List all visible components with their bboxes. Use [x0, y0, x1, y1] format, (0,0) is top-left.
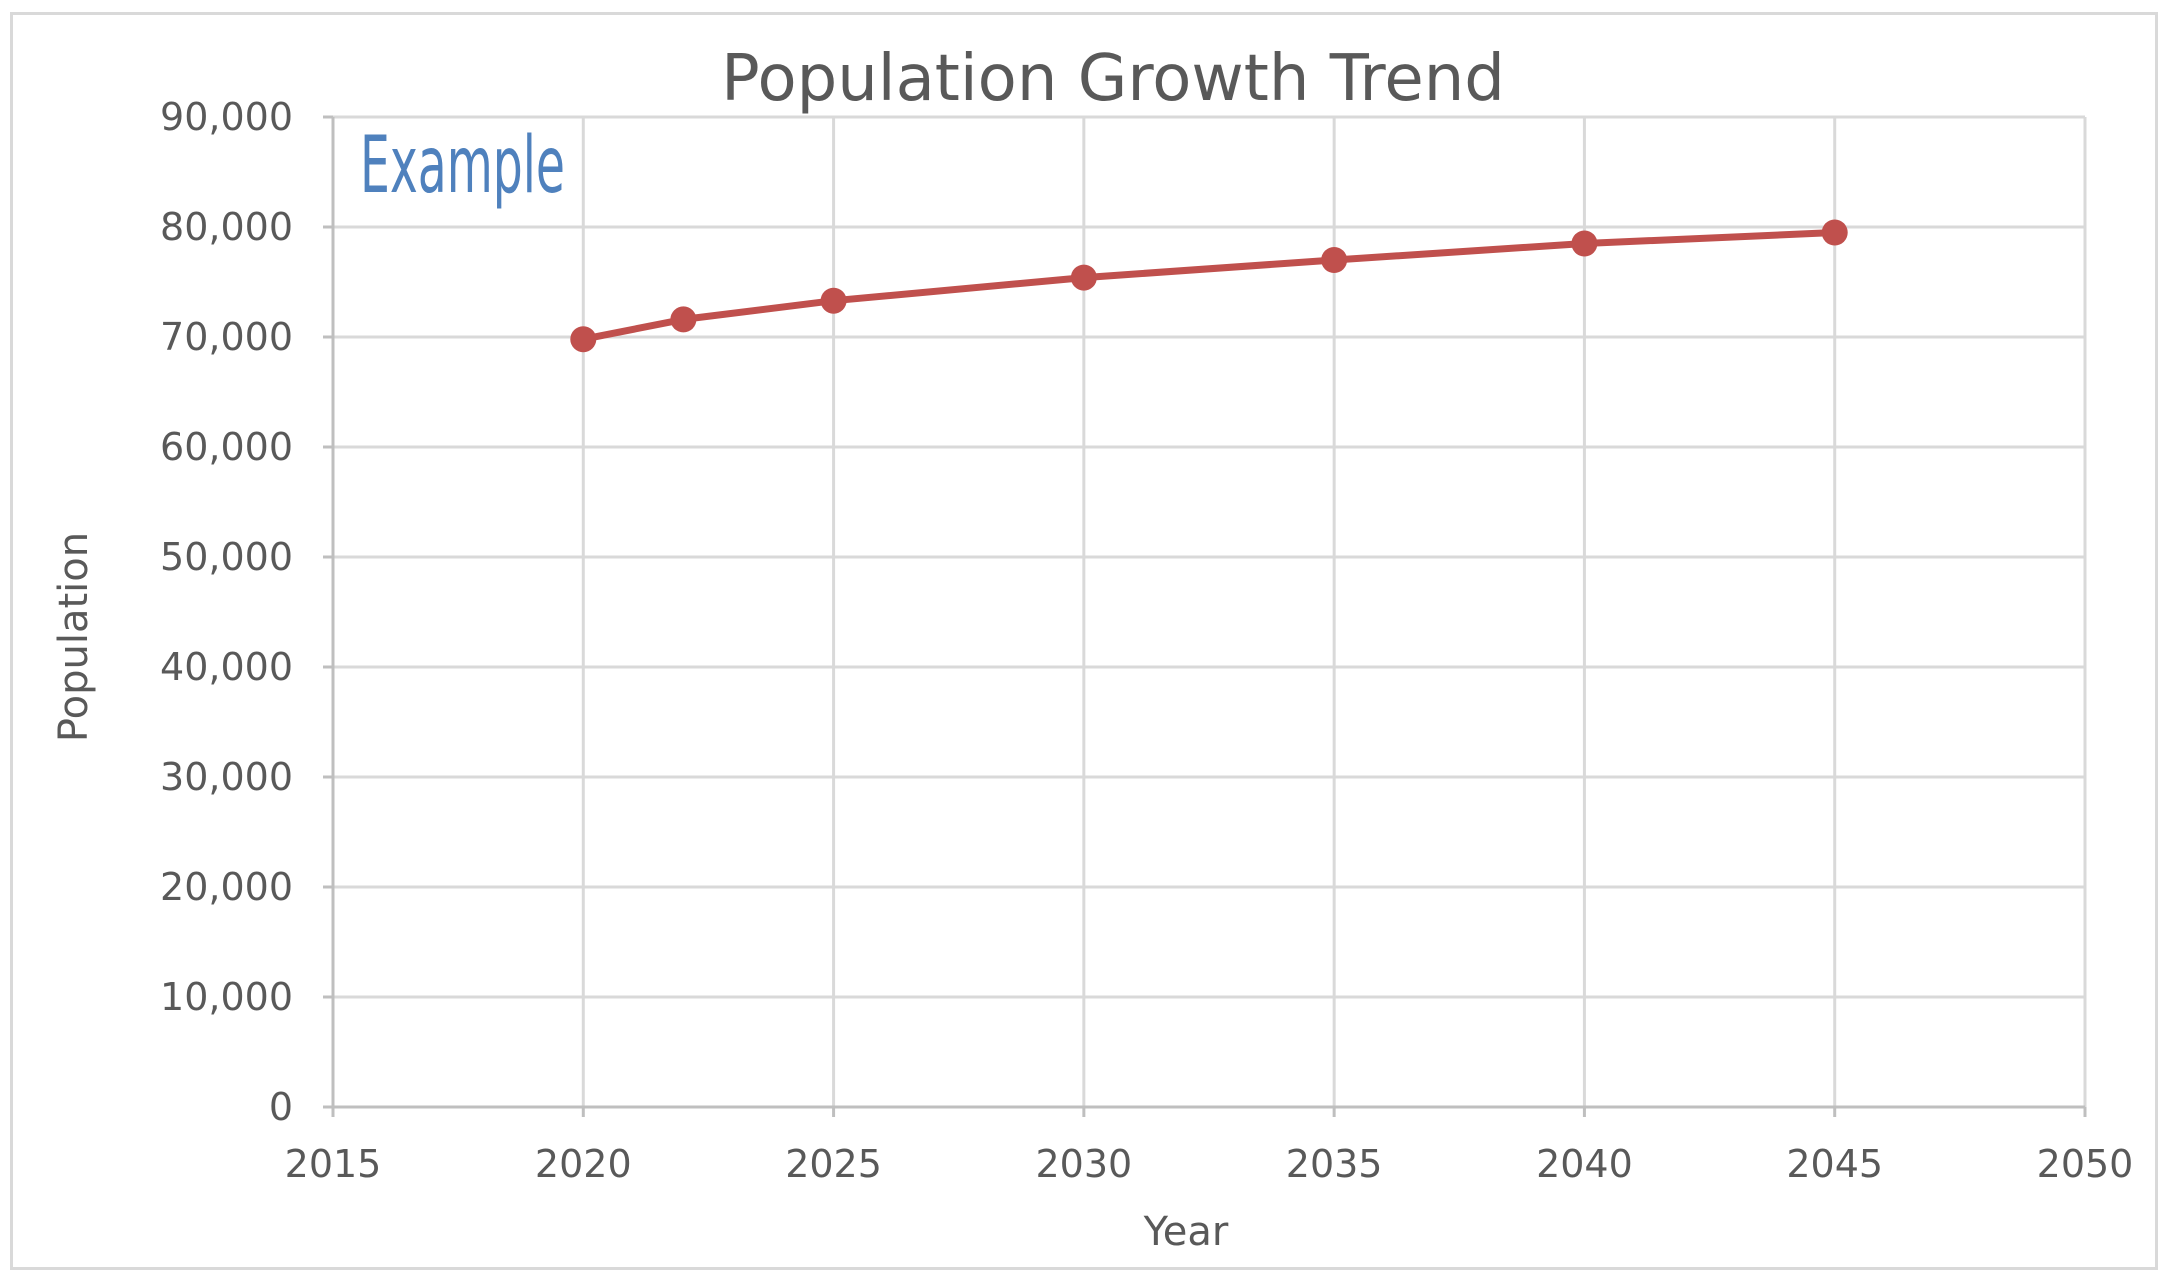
axis-layer — [323, 115, 2087, 1117]
y-tick-label: 40,000 — [160, 645, 293, 689]
data-point — [1070, 264, 1097, 291]
x-tick-label: 2050 — [2037, 1142, 2134, 1186]
x-tick-label: 2030 — [1035, 1142, 1132, 1186]
chart-title: Population Growth Trend — [721, 42, 1505, 116]
watermark-text: Example — [360, 121, 565, 211]
x-tick-label: 2035 — [1286, 1142, 1383, 1186]
x-tick-label: 2015 — [285, 1142, 382, 1186]
data-point — [820, 287, 847, 314]
x-tick-label: 2025 — [785, 1142, 882, 1186]
x-tick-label: 2020 — [535, 1142, 632, 1186]
series-line — [579, 229, 1839, 343]
x-axis-title: Year — [1143, 1209, 1229, 1255]
y-tick-label: 60,000 — [160, 425, 293, 469]
y-tick-label: 90,000 — [160, 95, 293, 139]
y-tick-label: 10,000 — [160, 975, 293, 1019]
grid-layer — [333, 115, 2087, 1107]
data-point — [1571, 230, 1598, 257]
x-tick-label: 2040 — [1536, 1142, 1633, 1186]
data-point — [1321, 247, 1348, 273]
y-tick-label: 20,000 — [160, 865, 293, 909]
y-axis-title: Population — [51, 532, 97, 742]
y-tick-label: 0 — [269, 1085, 293, 1129]
data-point — [570, 326, 597, 353]
series-layer — [570, 219, 1848, 353]
y-tick-label: 50,000 — [160, 535, 293, 579]
y-tick-label: 30,000 — [160, 755, 293, 799]
y-tick-label: 70,000 — [160, 315, 293, 359]
x-tick-label: 2045 — [1786, 1142, 1883, 1186]
data-point — [670, 306, 697, 333]
y-tick-label: 80,000 — [160, 205, 293, 249]
data-point — [1821, 219, 1848, 246]
tick-layer: 0 10,000 20,000 30,000 40,000 50,000 60,000 70,… — [160, 95, 2133, 1186]
